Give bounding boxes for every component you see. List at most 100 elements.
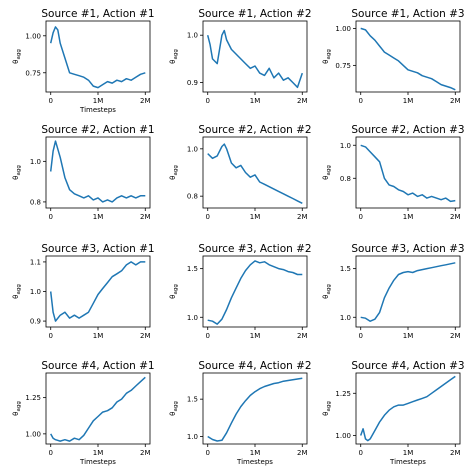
series-line [360,262,456,322]
y-axis-label: θagg [12,284,22,299]
y-tick-label: 1.25 [335,390,351,398]
subplot-6: Source #2, Action #3 0 1M 2M 0.8 1.0 θagg [322,124,465,221]
subplot-title: Source #2, Action #2 [198,124,311,136]
subplot-title: Source #3, Action #2 [198,243,311,255]
x-tick-label: 0 [48,213,52,221]
subplot-8: Source #3, Action #2 0 1M 2M 1.0 1.5 θagg [169,243,312,340]
subplot-title: Source #2, Action #1 [41,124,154,136]
y-tick-label: 1.0 [187,314,198,322]
y-axis-label: θagg [12,165,22,180]
x-tick-label: 0 [358,213,362,221]
x-tick-label: 2M [140,332,151,340]
x-tick-label: 1M [403,332,414,340]
subplot-5: Source #2, Action #2 0 1M 2M 0.8 1.0 θagg [169,124,312,221]
x-tick-label: 0 [205,332,209,340]
x-tick-label: 1M [403,213,414,221]
y-axis-label: θagg [322,284,332,299]
axes-frame [355,255,461,328]
axes-frame [45,255,151,328]
x-tick-label: 0 [358,97,362,105]
subplot-7: Source #3, Action #1 0 1M 2M 0.9 1.0 1.1 θagg [12,243,155,340]
x-tick-label: 2M [450,97,461,105]
subplot-title: Source #1, Action #2 [198,8,311,20]
subplot-title: Source #4, Action #1 [41,360,154,372]
axes-frame [202,255,308,328]
series-line [49,140,146,203]
series-line [360,144,456,203]
y-axis-label: θagg [169,284,179,299]
y-axis-label: θagg [169,165,179,180]
y-tick-label: 0.8 [30,198,41,206]
subplot-title: Source #4, Action #3 [351,360,464,372]
x-axis-label: Timesteps [79,458,116,466]
subplot-2: Source #1, Action #2 0 1M 2M 0.9 1.0 θagg [169,8,312,105]
y-axis-label: θagg [12,49,22,64]
series-line [207,143,303,204]
subplot-title: Source #3, Action #3 [351,243,464,255]
x-tick-label: 1M [250,97,261,105]
y-tick-label: 1.0 [30,158,41,166]
x-tick-label: 0 [48,332,52,340]
y-tick-label: 0.75 [25,69,41,77]
axes-frame [202,372,308,445]
x-tick-label: 2M [297,213,308,221]
y-tick-label: 0.75 [335,62,351,70]
x-tick-label: 1M [403,97,414,105]
y-tick-label: 1.0 [187,32,198,40]
y-axis-label: θagg [322,401,332,416]
subplot-1: Source #1, Action #1 0 1M 2M 0.75 1.00 θagg Tim… [12,8,155,114]
x-tick-label: 1M [93,449,104,457]
subplot-3: Source #1, Action #3 0 1M 2M 0.75 1.00 θagg [322,8,465,105]
y-axis-label: θagg [322,49,332,64]
subplot-title: Source #1, Action #1 [41,8,154,20]
x-tick-label: 2M [140,449,151,457]
y-tick-label: 0.9 [30,318,41,326]
x-tick-label: 2M [450,213,461,221]
x-tick-label: 1M [93,213,104,221]
y-tick-label: 1.0 [187,433,198,441]
x-tick-label: 2M [450,449,461,457]
x-tick-label: 0 [358,449,362,457]
axes-frame [355,136,461,209]
x-tick-label: 0 [205,97,209,105]
subplot-4: Source #2, Action #1 0 1M 2M 0.8 1.0 θagg [12,124,155,221]
y-tick-label: 1.25 [25,394,41,402]
y-tick-label: 1.00 [335,25,351,33]
y-axis-label: θagg [322,165,332,180]
series-line [359,375,456,442]
series-line [49,26,146,89]
y-tick-label: 1.5 [187,265,198,273]
axes-frame [355,20,461,93]
y-tick-label: 0.9 [187,79,198,87]
x-tick-label: 1M [250,449,261,457]
series-line [207,260,303,325]
y-tick-label: 1.0 [340,314,351,322]
y-tick-label: 1.0 [340,142,351,150]
series-line [49,261,146,322]
axes-frame [45,372,151,445]
y-tick-label: 1.00 [25,32,41,40]
y-tick-label: 0.8 [340,175,351,183]
y-tick-label: 1.00 [335,432,351,440]
y-tick-label: 1.00 [25,430,41,438]
x-tick-label: 2M [140,213,151,221]
y-tick-label: 1.1 [30,258,41,266]
x-tick-label: 0 [48,97,52,105]
subplot-title: Source #2, Action #3 [351,124,464,136]
y-tick-label: 1.0 [187,145,198,153]
x-tick-label: 2M [297,449,308,457]
subplot-11: Source #4, Action #2 0 1M 2M 1.0 1.5 θagg Times… [169,360,312,466]
series-line [50,376,146,442]
x-tick-label: 2M [140,97,151,105]
x-tick-label: 2M [297,332,308,340]
subplot-9: Source #3, Action #3 0 1M 2M 1.0 1.5 θagg [322,243,465,340]
x-tick-label: 1M [93,332,104,340]
x-tick-label: 0 [358,332,362,340]
series-line [206,29,304,89]
y-tick-label: 1.5 [340,265,351,273]
axes-frame [45,20,151,93]
subplot-title: Source #3, Action #1 [41,243,154,255]
